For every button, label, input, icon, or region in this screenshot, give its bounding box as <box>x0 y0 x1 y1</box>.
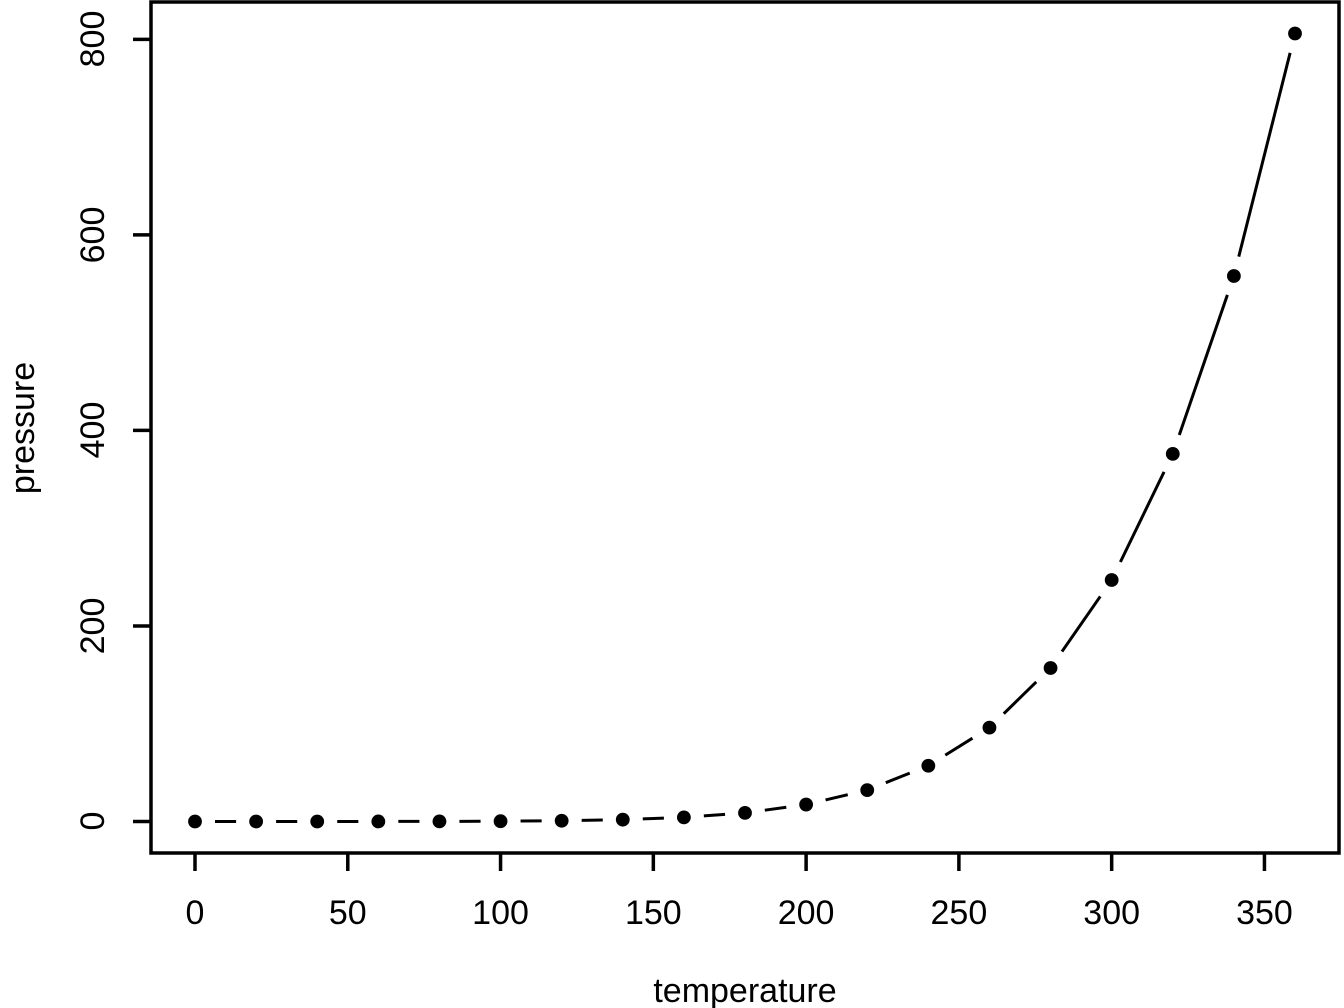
plot-box <box>149 0 1341 855</box>
data-point <box>615 812 630 827</box>
y-tick-label: 400 <box>74 402 112 459</box>
line-segment <box>1060 595 1102 653</box>
data-point <box>982 720 997 735</box>
x-tick-label: 0 <box>185 894 205 932</box>
line-segment <box>944 736 974 757</box>
data-point <box>921 758 936 773</box>
data-point <box>188 814 202 829</box>
line-segment <box>1177 294 1229 436</box>
x-tick-label: 250 <box>930 894 988 932</box>
data-point <box>1165 446 1180 461</box>
x-tick-label: 150 <box>624 894 682 932</box>
line-segment <box>825 793 849 802</box>
data-point <box>1226 269 1241 283</box>
data-point <box>1288 26 1302 41</box>
data-point <box>676 810 691 825</box>
line-segment <box>1002 680 1038 715</box>
x-tick-label: 350 <box>1236 894 1293 932</box>
y-tick-label: 600 <box>74 206 112 264</box>
y-axis-title: pressure <box>4 361 42 495</box>
y-tick-label: 800 <box>74 11 112 68</box>
data-point <box>1104 573 1119 587</box>
data-point <box>799 797 814 812</box>
data-point <box>860 783 875 797</box>
data-point <box>249 814 264 829</box>
data-point <box>493 814 508 829</box>
x-axis-title: temperature <box>653 972 837 1008</box>
data-point <box>371 814 386 829</box>
line-segment <box>885 771 911 785</box>
y-tick-label: 200 <box>74 597 112 655</box>
data-point <box>554 813 569 828</box>
x-tick-label: 100 <box>472 894 529 932</box>
data-point <box>1043 661 1058 675</box>
line-segment <box>764 805 787 812</box>
x-tick-label: 200 <box>777 894 835 932</box>
line-segment <box>703 812 726 818</box>
y-tick-label: 0 <box>74 812 112 831</box>
line-segment <box>642 816 664 821</box>
line-segment <box>1119 471 1166 563</box>
x-tick-label: 50 <box>328 894 367 932</box>
x-tick-label: 300 <box>1083 894 1141 932</box>
line-segment <box>1237 52 1292 257</box>
data-point <box>738 805 752 820</box>
data-point <box>310 814 325 829</box>
data-point <box>432 814 447 829</box>
